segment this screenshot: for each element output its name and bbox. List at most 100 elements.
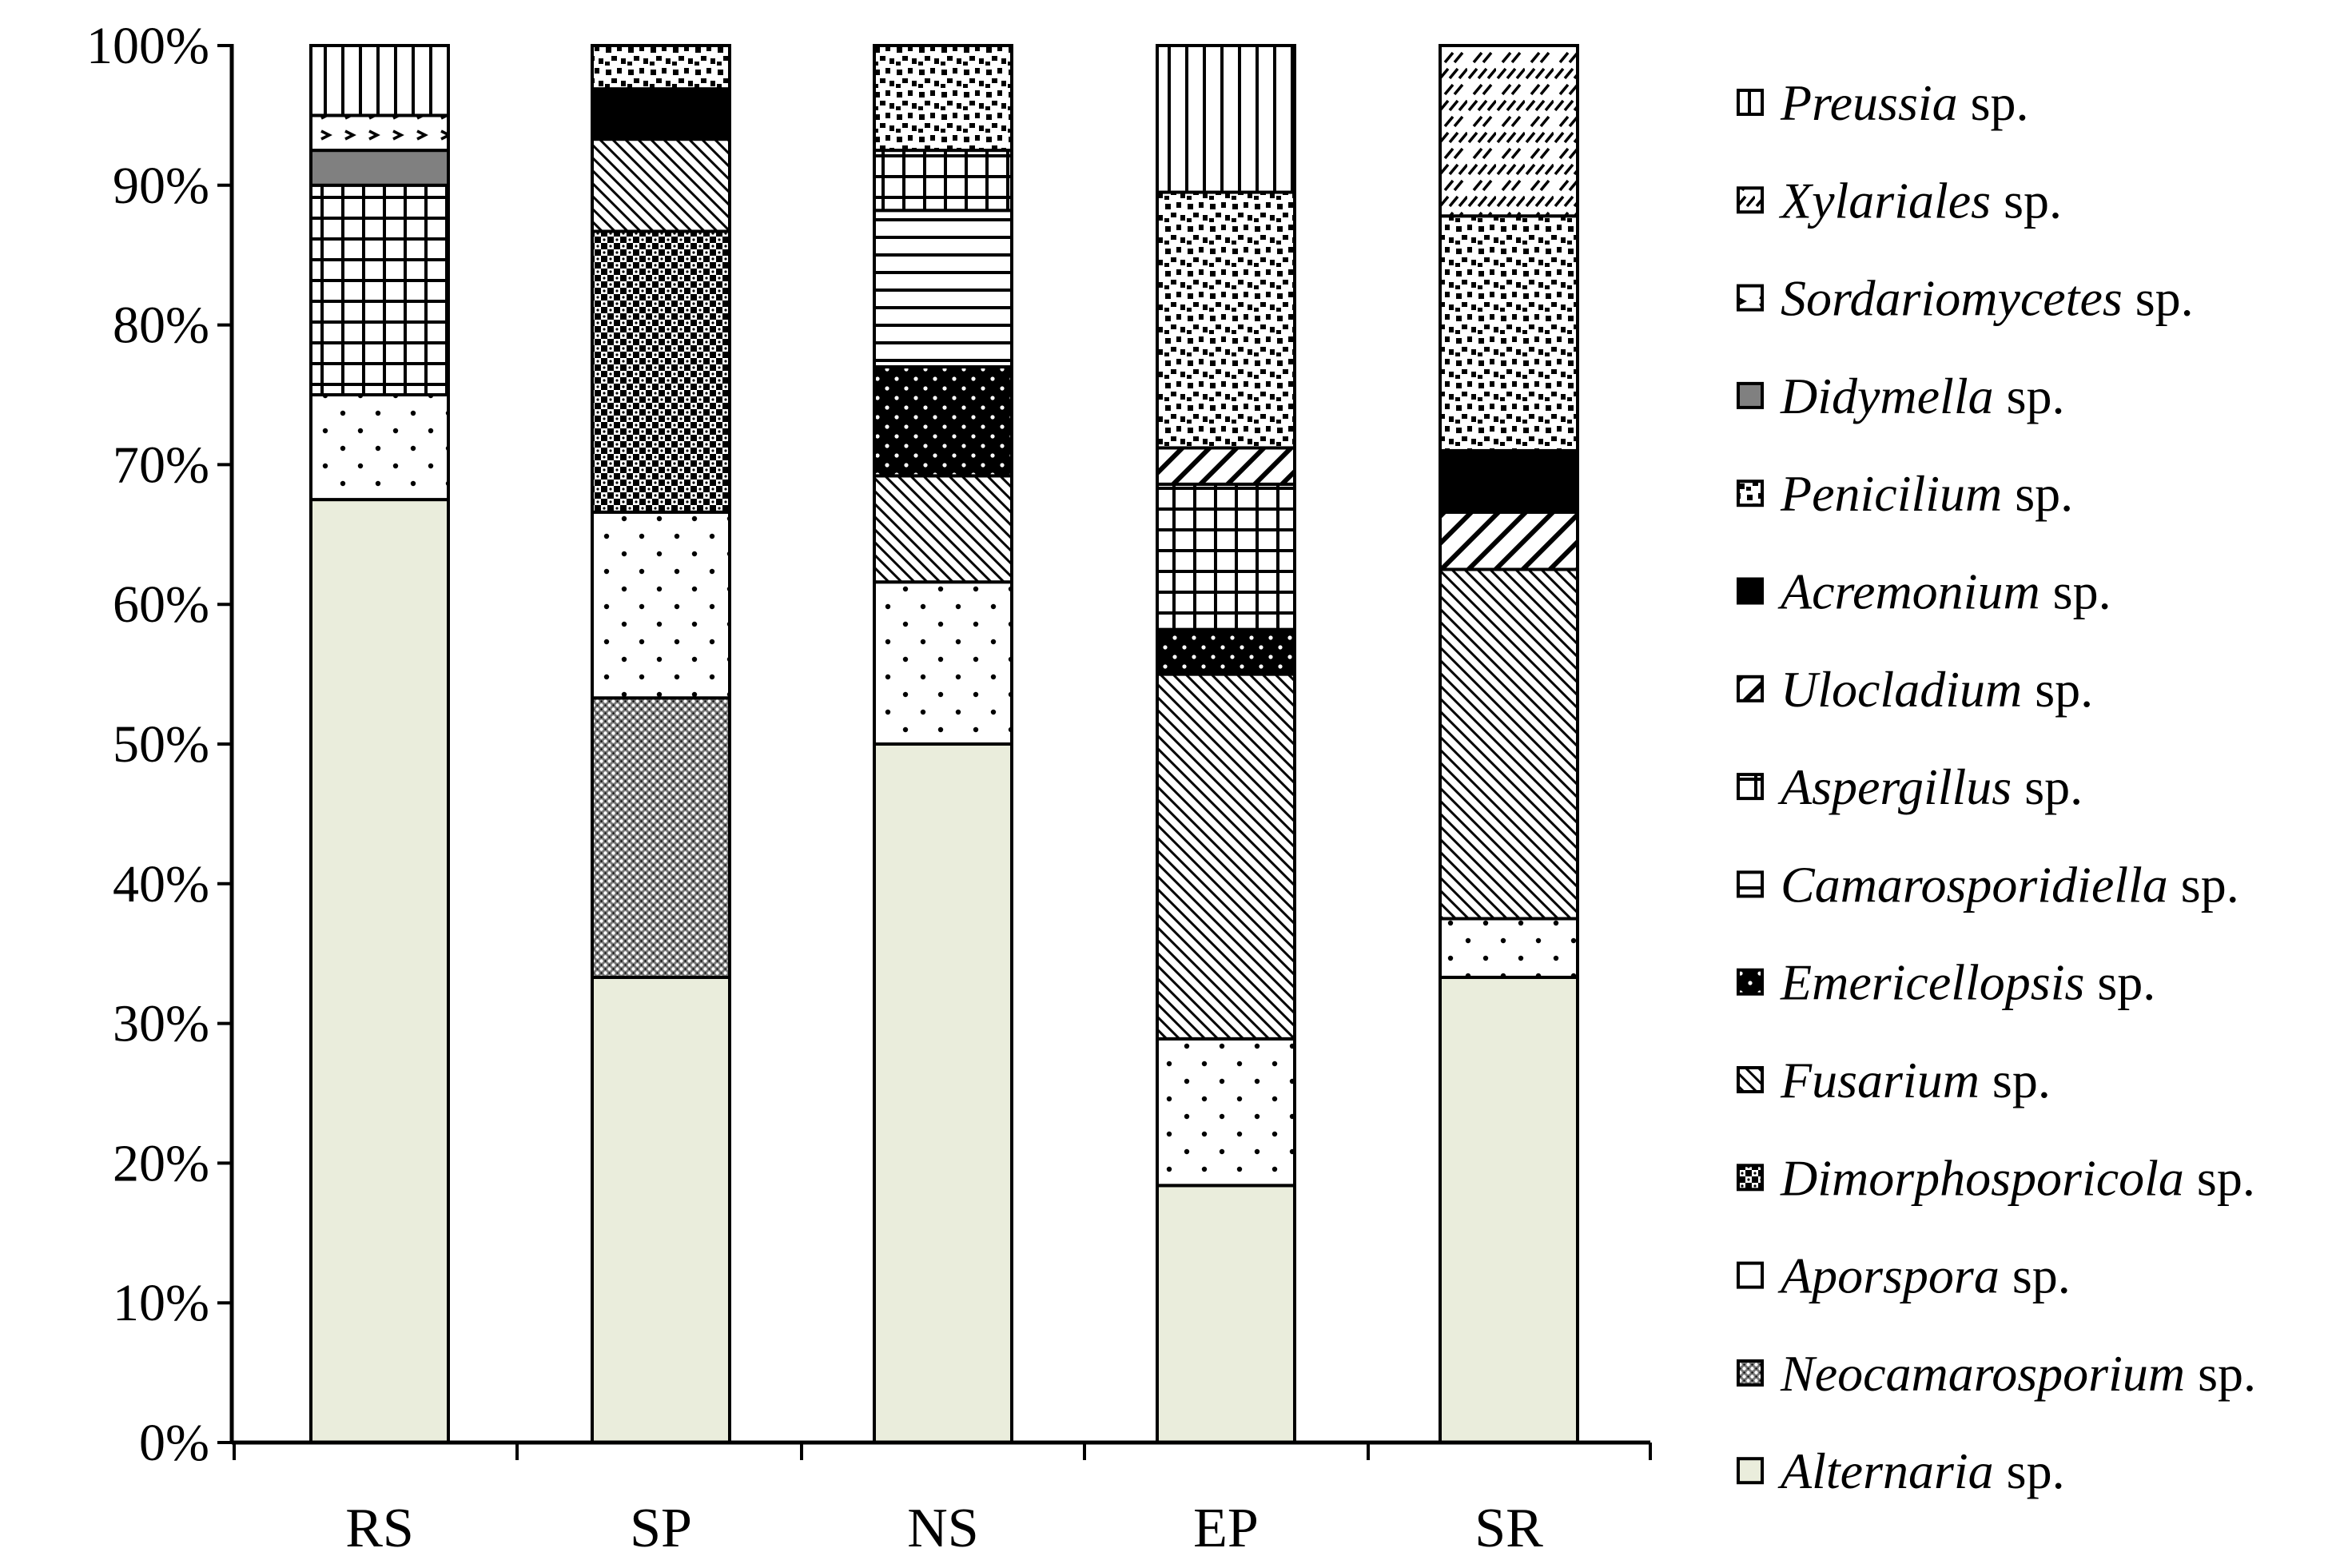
- y-tick-label: 50%: [113, 715, 209, 774]
- axis-layer: 0% 10% 20% 30% 40% 50% 60% 70% 80% 90% 100% RS SP NS E…: [86, 17, 1652, 1559]
- legend-item-dimorphosporicola: Dimorphosporicola sp.: [1737, 1149, 2255, 1206]
- bar-segment-ns-aspergillus: [873, 149, 1013, 213]
- legend: Preussia sp. Xylariales sp. Sordariomycete…: [1737, 74, 2256, 1499]
- legend-item-acremonium: Acremonium sp.: [1737, 563, 2111, 620]
- legend-item-aporspora: Aporspora sp.: [1737, 1248, 2071, 1304]
- bar-segment-ns-penicilium: [873, 44, 1013, 153]
- legend-item-aspergillus: Aspergillus sp.: [1737, 758, 2083, 815]
- y-tick-label: 80%: [113, 296, 209, 355]
- legend-swatch: [1737, 1261, 1764, 1289]
- y-tick-label: 20%: [113, 1134, 209, 1192]
- bar-segment-sp-fusarium: [591, 137, 731, 233]
- legend-label: Fusarium sp.: [1780, 1052, 2051, 1108]
- legend-label: Penicilium sp.: [1780, 465, 2073, 522]
- y-tick-label: 70%: [113, 436, 209, 494]
- bar-segment-sr-fusarium: [1439, 567, 1579, 921]
- bar-segment-sr-aporspora: [1439, 917, 1579, 979]
- bar-segment-ep-emericellopsis: [1156, 627, 1296, 676]
- legend-swatch: [1737, 1066, 1764, 1093]
- legend-swatch: [1737, 1457, 1764, 1485]
- legend-label: Camarosporidiella sp.: [1781, 856, 2239, 913]
- legend-item-alternaria: Alternaria sp.: [1737, 1443, 2065, 1499]
- bar-segment-sr-alternaria: [1439, 975, 1579, 1444]
- bar-segment-sr-ulocladium: [1439, 510, 1579, 571]
- bar-segment-ns-aporspora: [873, 580, 1013, 746]
- y-tick-label: 60%: [113, 575, 209, 634]
- legend-swatch: [1737, 1164, 1764, 1192]
- legend-label: Alternaria sp.: [1777, 1443, 2065, 1499]
- y-tick-label: 100%: [86, 17, 209, 75]
- bar-segment-ep-aporspora: [1156, 1037, 1296, 1188]
- y-tick-label: 90%: [113, 157, 209, 215]
- x-tick-label-ns: NS: [907, 1498, 978, 1559]
- y-tick-label: 30%: [113, 995, 209, 1053]
- bar-rs: [309, 44, 450, 1444]
- bar-segment-ep-preussia: [1156, 44, 1296, 194]
- bar-segment-rs-sordariomycetes: [309, 113, 450, 153]
- legend-swatch: [1737, 381, 1764, 409]
- legend-swatch: [1737, 480, 1764, 507]
- bar-ep: [1156, 44, 1296, 1445]
- bar-segment-ep-penicilium: [1156, 190, 1296, 450]
- legend-swatch: [1737, 577, 1764, 605]
- bar-segment-ep-aspergillus: [1156, 482, 1296, 631]
- bar-segment-ns-camarosporidiella: [873, 209, 1013, 369]
- legend-item-fusarium: Fusarium sp.: [1737, 1052, 2051, 1108]
- legend-item-emericellopsis: Emericellopsis sp.: [1737, 954, 2155, 1011]
- legend-item-camarosporidiella: Camarosporidiella sp.: [1737, 856, 2239, 913]
- bar-segment-ep-fusarium: [1156, 672, 1296, 1041]
- bar-segment-ns-fusarium: [873, 474, 1013, 584]
- bar-segment-rs-didymella: [309, 149, 450, 187]
- legend-label: Neocamarosporium sp.: [1780, 1345, 2256, 1402]
- bars-layer: [309, 44, 1579, 1445]
- bar-segment-ep-alternaria: [1156, 1184, 1296, 1445]
- bar-segment-sp-neocamarosporium: [591, 696, 731, 979]
- legend-label: Acremonium sp.: [1777, 563, 2111, 620]
- legend-label: Aporspora sp.: [1777, 1248, 2071, 1304]
- legend-swatch: [1737, 675, 1764, 702]
- legend-item-penicilium: Penicilium sp.: [1737, 465, 2073, 522]
- bar-segment-sp-penicilium: [591, 44, 731, 91]
- legend-label: Didymella sp.: [1780, 368, 2065, 424]
- bar-segment-rs-preussia: [309, 44, 450, 117]
- y-tick-label: 10%: [113, 1274, 209, 1332]
- legend-swatch: [1737, 968, 1764, 996]
- legend-swatch: [1737, 1359, 1764, 1387]
- legend-label: Aspergillus sp.: [1777, 758, 2083, 815]
- legend-swatch: [1737, 284, 1764, 312]
- legend-label: Dimorphosporicola sp.: [1780, 1149, 2255, 1206]
- legend-item-sordariomycetes: Sordariomycetes sp.: [1737, 270, 2194, 327]
- legend-label: Preussia sp.: [1780, 74, 2029, 131]
- legend-label: Ulocladium sp.: [1781, 661, 2093, 718]
- bar-segment-ns-emericellopsis: [873, 365, 1013, 478]
- legend-swatch: [1737, 773, 1764, 801]
- x-tick-label-sp: SP: [630, 1498, 692, 1559]
- legend-label: Emericellopsis sp.: [1780, 954, 2155, 1011]
- bar-ns: [873, 44, 1013, 1444]
- legend-item-xylariales: Xylariales sp.: [1737, 172, 2062, 229]
- bar-segment-sr-penicilium: [1439, 214, 1579, 452]
- legend-item-preussia: Preussia sp.: [1737, 74, 2029, 131]
- legend-swatch: [1737, 89, 1764, 116]
- x-tick-label-sr: SR: [1474, 1498, 1543, 1559]
- bar-segment-ns-alternaria: [873, 742, 1013, 1444]
- x-tick-label-ep: EP: [1193, 1498, 1259, 1559]
- legend-label: Xylariales sp.: [1778, 172, 2062, 229]
- x-tick-label-rs: RS: [345, 1498, 414, 1559]
- bar-segment-sr-xylariales: [1439, 44, 1579, 218]
- bar-segment-sr-acremonium: [1439, 448, 1579, 514]
- y-tick-label: 40%: [113, 855, 209, 913]
- bar-sr: [1439, 44, 1579, 1444]
- bar-segment-sp-acremonium: [591, 87, 731, 141]
- y-tick-label: 0%: [139, 1414, 209, 1472]
- bar-sp: [591, 44, 731, 1444]
- bar-segment-ep-ulocladium: [1156, 446, 1296, 486]
- bar-segment-rs-alternaria: [309, 498, 450, 1444]
- legend-swatch: [1737, 870, 1764, 898]
- bar-segment-sp-dimorphosporicola: [591, 229, 731, 514]
- bar-segment-rs-aporspora: [309, 393, 450, 502]
- legend-item-didymella: Didymella sp.: [1737, 368, 2065, 424]
- legend-swatch: [1737, 186, 1764, 214]
